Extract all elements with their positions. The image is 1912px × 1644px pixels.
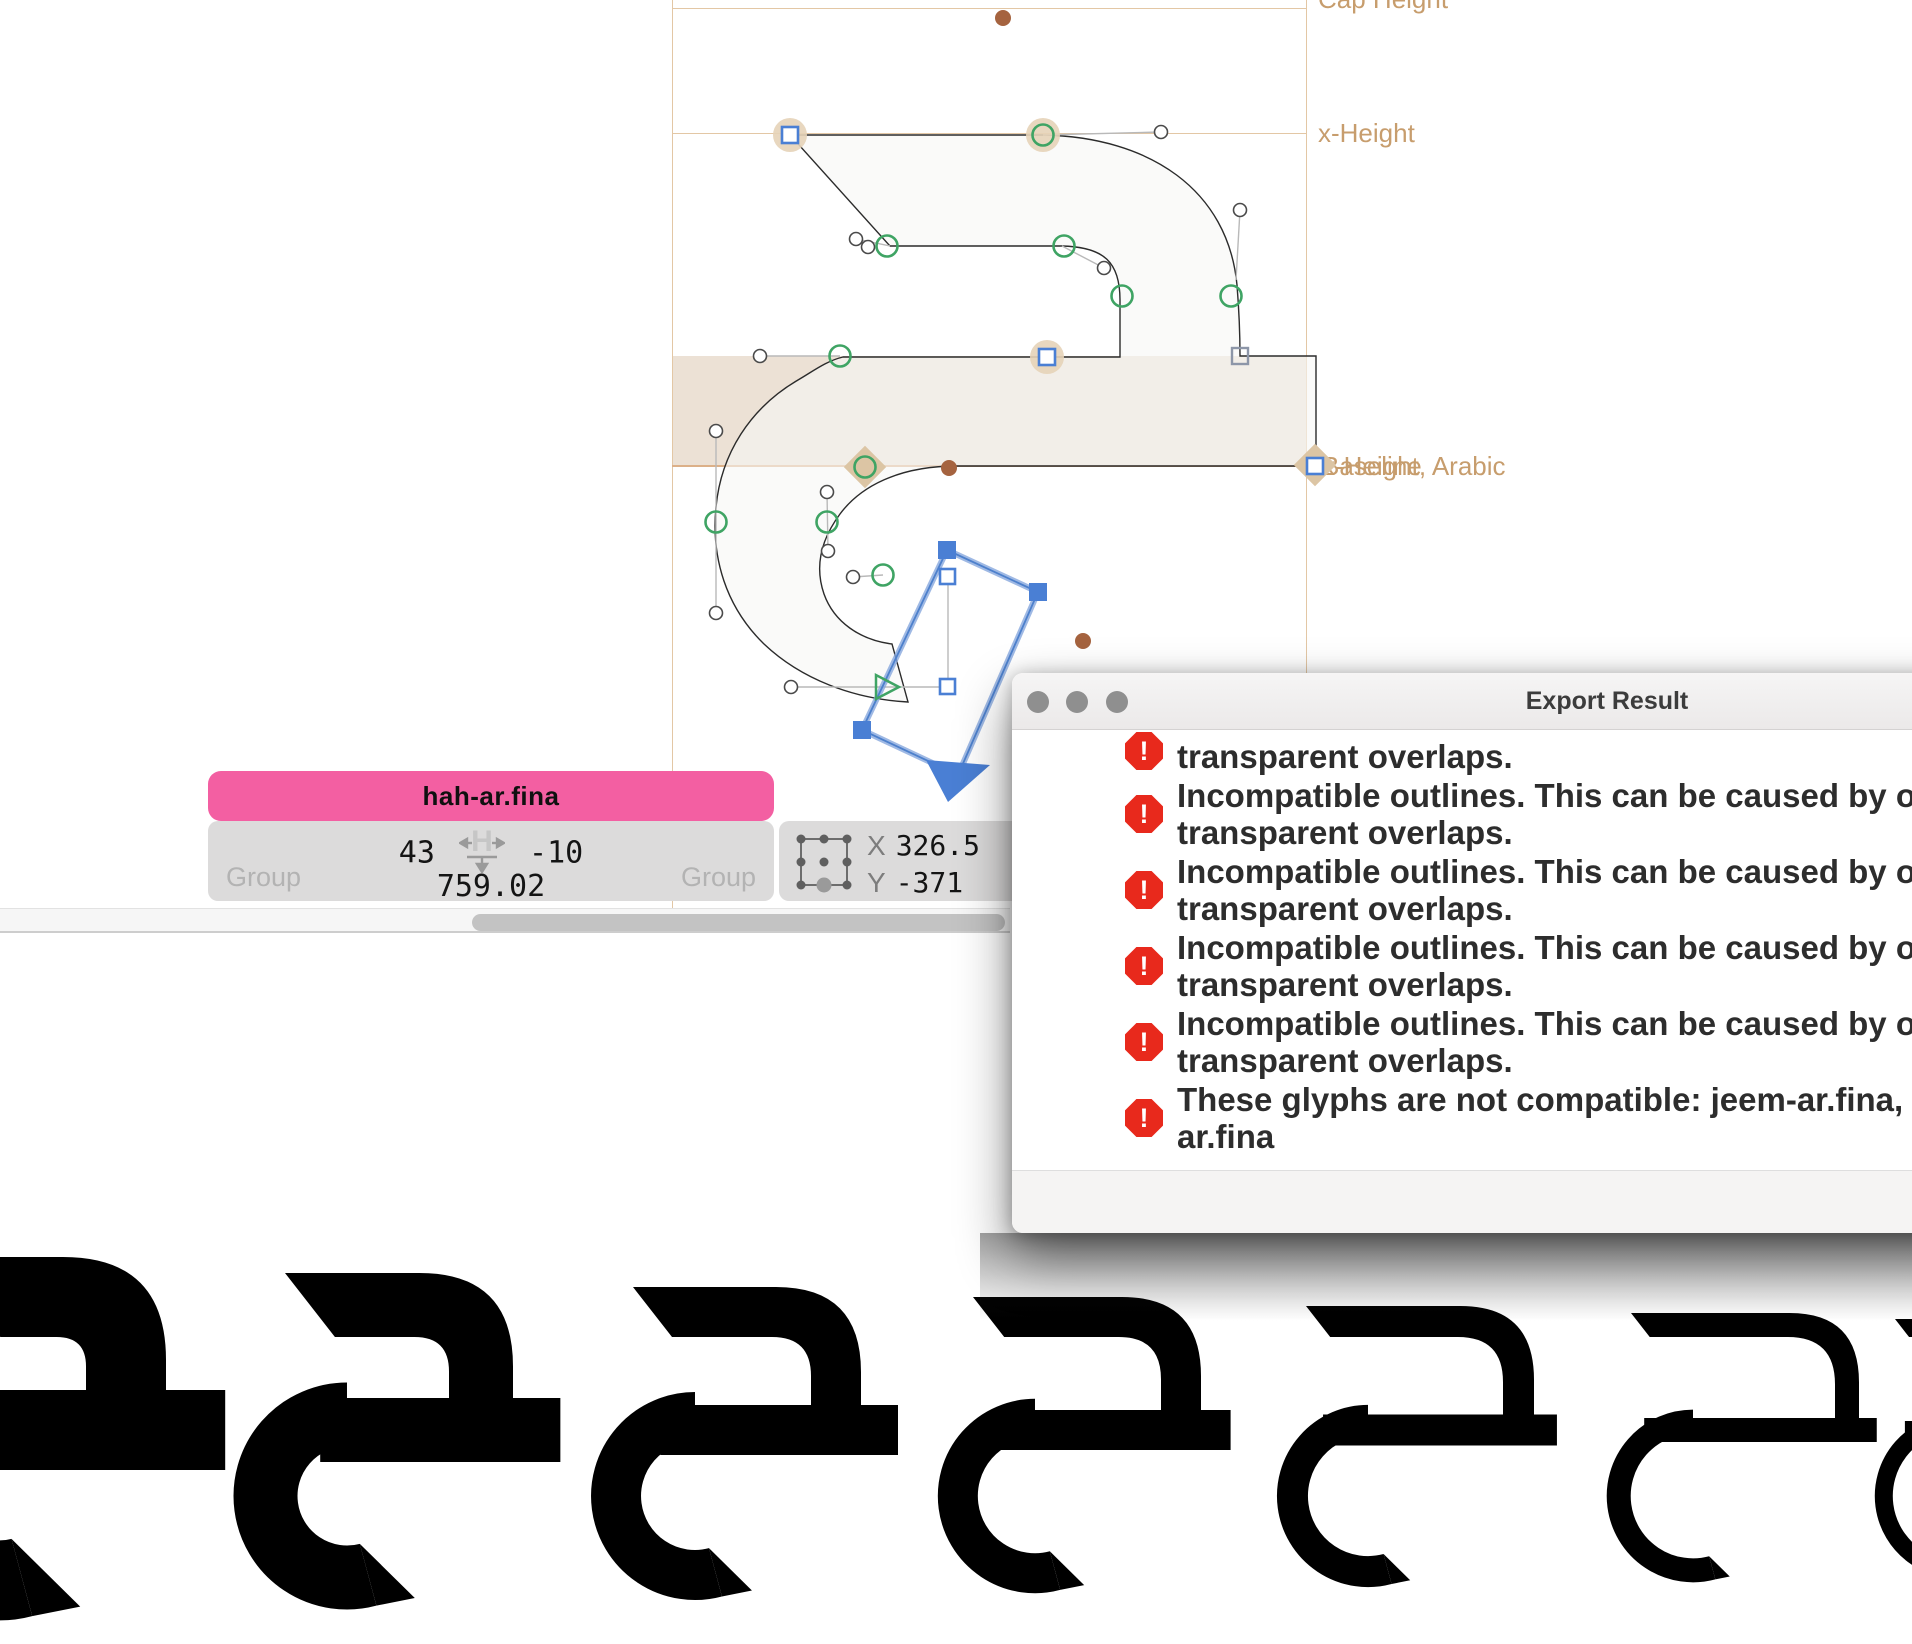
bezier-handle-lines: [715, 131, 1241, 688]
error-icon: !: [1125, 871, 1163, 909]
glyph-name: hah-ar.fina: [422, 780, 560, 811]
minimize-button[interactable]: [1066, 691, 1088, 713]
export-message: ! Incompatible outlines. This can be caus…: [1125, 777, 1912, 851]
canvas-bottom-border: [0, 931, 1010, 933]
export-message-text: These glyphs are not compatible: jeem-ar…: [1177, 1081, 1912, 1155]
left-group-label[interactable]: Group: [226, 862, 302, 892]
preview-glyph[interactable]: [1606, 1313, 1877, 1583]
export-message: ! transparent overlaps.: [1125, 732, 1912, 775]
x-position-value[interactable]: 326.5: [895, 829, 980, 862]
offcurve-handles[interactable]: [708, 124, 1248, 695]
error-icon: !: [1125, 1023, 1163, 1061]
width-value[interactable]: 759.02: [436, 869, 546, 904]
cap-height-line: [672, 8, 1306, 9]
export-message-text: Incompatible outlines. This can be cause…: [1177, 853, 1912, 927]
x-axis-label: X: [867, 830, 886, 861]
x-height-label: x-Height: [1318, 118, 1415, 148]
anchor-dot-baseline: [941, 460, 957, 476]
export-message: ! These glyphs are not compatible: jeem-a…: [1125, 1081, 1912, 1155]
preview-row: [0, 1257, 1912, 1621]
error-icon: !: [1125, 732, 1163, 770]
export-message: ! Incompatible outlines. This can be caus…: [1125, 929, 1912, 1003]
preview-glyph[interactable]: [1874, 1319, 1912, 1575]
close-button[interactable]: [1027, 691, 1049, 713]
rsb-value[interactable]: -10: [529, 835, 584, 871]
export-message: ! Incompatible outlines. This can be caus…: [1125, 1005, 1912, 1079]
anchor-dot-top: [995, 10, 1011, 26]
x-height-line: [672, 133, 1306, 134]
export-message-text: transparent overlaps.: [1177, 738, 1513, 775]
svg-text:H: H: [471, 827, 493, 858]
path-direction-arrow: [926, 760, 990, 802]
position-panel[interactable]: X 326.5 Y -371: [779, 821, 1041, 901]
export-message-text: Incompatible outlines. This can be cause…: [1177, 1005, 1912, 1079]
export-result-window[interactable]: Export Result ! transparent overlaps.! Inc…: [1012, 673, 1912, 1233]
error-icon: !: [1125, 795, 1163, 833]
preview-glyph[interactable]: [937, 1297, 1231, 1594]
advance-width-line[interactable]: [1306, 0, 1307, 673]
preview-glyph[interactable]: [0, 1257, 226, 1621]
error-icon: !: [1125, 947, 1163, 985]
export-message-text: Incompatible outlines. This can be cause…: [1177, 929, 1912, 1003]
sidebearing-row: 43 H -10: [208, 825, 774, 881]
transform-origin-icon[interactable]: [791, 829, 857, 900]
horizontal-scrollbar[interactable]: [0, 908, 1010, 933]
metrics-width-icon: H: [457, 825, 507, 881]
lsb-value[interactable]: 43: [398, 835, 435, 871]
window-title: Export Result: [1525, 687, 1689, 715]
export-message-text: Incompatible outlines. This can be cause…: [1177, 777, 1912, 851]
export-message: ! Incompatible outlines. This can be caus…: [1125, 853, 1912, 927]
y-position-value[interactable]: -371: [895, 866, 964, 899]
selected-contour[interactable]: [858, 546, 1042, 802]
baseline-label: Baseline: [1322, 451, 1422, 481]
right-group-label[interactable]: Group: [680, 862, 756, 892]
error-icon: !: [1125, 1099, 1163, 1137]
scrollbar-thumb[interactable]: [472, 914, 1005, 931]
start-node-triangle[interactable]: [874, 672, 902, 702]
window-footer: [1012, 1170, 1912, 1233]
metrics-panel[interactable]: 43 H -10 759.02 Group Group: [208, 821, 774, 904]
preview-glyph[interactable]: [591, 1287, 898, 1600]
zoom-button[interactable]: [1106, 691, 1128, 713]
glyph-name-pill[interactable]: hah-ar.fina: [208, 771, 774, 821]
y-axis-label: Y: [867, 867, 886, 898]
anchors[interactable]: [773, 10, 1337, 649]
cap-height-label: Cap Height: [1318, 0, 1448, 15]
x-height-arabic-label: x-Height, Arabic: [1322, 451, 1506, 481]
preview-glyph[interactable]: [1277, 1306, 1557, 1588]
anchor-dot-exit: [1075, 633, 1091, 649]
smooth-nodes[interactable]: [704, 123, 1243, 587]
export-message-list[interactable]: ! transparent overlaps.! Incompatible outl…: [1012, 729, 1912, 1170]
glyph-outline[interactable]: [714, 134, 1317, 703]
window-titlebar[interactable]: Export Result: [1012, 673, 1912, 730]
corner-nodes[interactable]: [780, 125, 1325, 739]
preview-glyph[interactable]: [233, 1273, 561, 1610]
